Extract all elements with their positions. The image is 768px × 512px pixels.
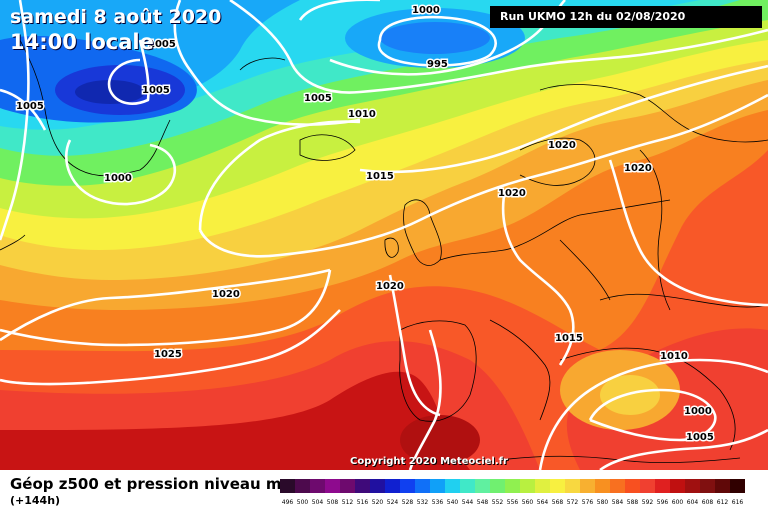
scale-swatch <box>475 479 490 493</box>
scale-swatch <box>325 479 340 493</box>
scale-tick-label: 580 <box>597 499 609 506</box>
scale-tick-label: 600 <box>672 499 684 506</box>
isobar-label: 1005 <box>304 93 332 104</box>
map-title: Géop z500 et pression niveau mer <box>10 475 300 493</box>
scale-swatch <box>280 479 295 493</box>
isobar-label: 1020 <box>212 289 240 300</box>
scale-swatch <box>310 479 325 493</box>
scale-swatch <box>295 479 310 493</box>
scale-swatch <box>670 479 685 493</box>
isobar-label: 1005 <box>16 101 44 112</box>
scale-tick-label: 560 <box>522 499 534 506</box>
isobar-label: 1020 <box>548 140 576 151</box>
scale-tick-label: 540 <box>447 499 459 506</box>
scale-swatch <box>385 479 400 493</box>
scale-swatch <box>505 479 520 493</box>
isobar-label: 1020 <box>498 188 526 199</box>
isobar-label: 1010 <box>348 109 376 120</box>
forecast-lead-time: (+144h) <box>10 494 61 507</box>
isobar-label: 1000 <box>412 5 440 16</box>
scale-swatch <box>550 479 565 493</box>
isobar-label: 1005 <box>686 432 714 443</box>
hot-core-iberia <box>400 415 480 465</box>
scale-tick-label: 588 <box>627 499 639 506</box>
scale-tick-label: 608 <box>702 499 714 506</box>
isobar-label: 1015 <box>366 171 394 182</box>
isobar-label: 1005 <box>148 39 176 50</box>
scale-tick-label: 576 <box>582 499 594 506</box>
scale-tick-label: 568 <box>552 499 564 506</box>
color-scale-legend: 496 500 504 508 512 516 520 524 528 532 536 540 544 5… <box>280 479 745 506</box>
scale-tick-label: 592 <box>642 499 654 506</box>
scale-swatch <box>400 479 415 493</box>
scale-tick-label: 536 <box>432 499 444 506</box>
scale-tick-label: 584 <box>612 499 624 506</box>
scale-swatch <box>535 479 550 493</box>
map-footer: Géop z500 et pression niveau mer (+144h)… <box>0 470 768 512</box>
scale-swatch <box>520 479 535 493</box>
copyright-notice: Copyright 2020 Meteociel.fr <box>350 456 508 467</box>
scale-tick-label: 504 <box>312 499 324 506</box>
isobar-label: 1020 <box>624 163 652 174</box>
isobar-label: 1010 <box>660 351 688 362</box>
scale-tick-label: 516 <box>357 499 369 506</box>
scale-tick-label: 564 <box>537 499 549 506</box>
scale-swatch <box>700 479 715 493</box>
coastlines <box>0 39 768 464</box>
scale-tick-label: 528 <box>402 499 414 506</box>
low-cell-north-core <box>380 22 490 54</box>
isobar-label: 1015 <box>555 333 583 344</box>
scale-swatch <box>610 479 625 493</box>
scale-tick-label: 500 <box>297 499 309 506</box>
scale-tick-label: 604 <box>687 499 699 506</box>
scale-swatch <box>565 479 580 493</box>
scale-tick-label: 544 <box>462 499 474 506</box>
scale-swatch <box>640 479 655 493</box>
scale-swatch <box>580 479 595 493</box>
isobar-label: 1025 <box>154 349 182 360</box>
scale-swatch <box>655 479 670 493</box>
scale-swatch <box>595 479 610 493</box>
scale-swatch <box>415 479 430 493</box>
scale-tick-label: 548 <box>477 499 489 506</box>
scale-tick-label: 596 <box>657 499 669 506</box>
scale-swatch <box>730 479 745 493</box>
isobar-labels: 1000 1005 995 1005 1005 1005 1010 1000 1… <box>15 4 716 445</box>
scale-tick-label: 520 <box>372 499 384 506</box>
scale-swatch <box>430 479 445 493</box>
scale-swatch <box>355 479 370 493</box>
isobar-label: 1000 <box>684 406 712 417</box>
warm-core-east-inner <box>600 375 660 415</box>
model-run-label: Run UKMO 12h du 02/08/2020 <box>490 6 762 28</box>
scale-tick-label: 524 <box>387 499 399 506</box>
scale-swatch <box>625 479 640 493</box>
scale-tick-label: 532 <box>417 499 429 506</box>
isobar-label: 1000 <box>104 173 132 184</box>
geopotential-map: 1000 1005 995 1005 1005 1005 1010 1000 1… <box>0 0 768 470</box>
scale-tick-label: 616 <box>732 499 744 506</box>
scale-tick-label: 612 <box>717 499 729 506</box>
forecast-date: samedi 8 août 2020 <box>10 6 222 28</box>
scale-tick-label: 556 <box>507 499 519 506</box>
scale-swatch <box>715 479 730 493</box>
scale-swatch <box>490 479 505 493</box>
isobar-label: 1020 <box>376 281 404 292</box>
isobar-label: 995 <box>427 59 448 70</box>
scale-tick-label: 552 <box>492 499 504 506</box>
scale-tick-label: 496 <box>282 499 294 506</box>
scale-swatch <box>370 479 385 493</box>
scale-swatch <box>460 479 475 493</box>
isobar-label: 1005 <box>142 85 170 96</box>
scale-tick-label: 512 <box>342 499 354 506</box>
scale-swatch <box>445 479 460 493</box>
scale-tick-label: 508 <box>327 499 339 506</box>
scale-tick-label: 572 <box>567 499 579 506</box>
scale-swatch <box>340 479 355 493</box>
scale-swatch <box>685 479 700 493</box>
forecast-time: 14:00 locale <box>10 30 154 54</box>
